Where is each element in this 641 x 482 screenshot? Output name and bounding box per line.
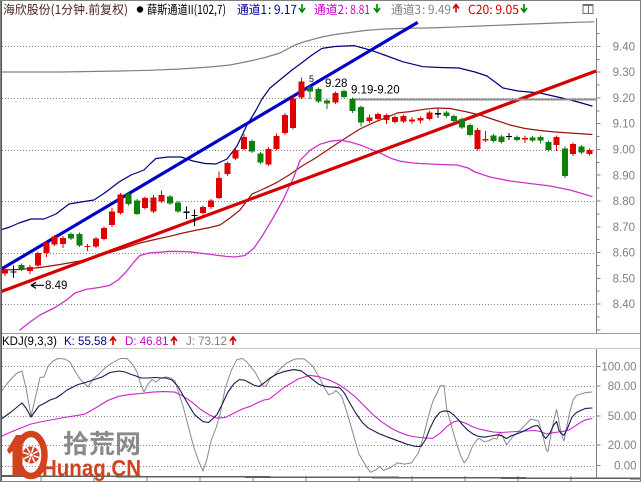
svg-text:8.60: 8.60 bbox=[613, 248, 635, 260]
svg-text:J: 73.12: J: 73.12 bbox=[186, 336, 227, 348]
svg-text:9.28: 9.28 bbox=[325, 78, 347, 90]
svg-text:8.40: 8.40 bbox=[613, 299, 635, 311]
svg-text:100.00: 100.00 bbox=[601, 362, 636, 374]
svg-text:D: 46.81: D: 46.81 bbox=[125, 336, 168, 348]
svg-text:8.49: 8.49 bbox=[45, 280, 67, 292]
svg-text:9.20: 9.20 bbox=[613, 93, 635, 105]
svg-text:0.00: 0.00 bbox=[614, 461, 636, 473]
svg-text:8.70: 8.70 bbox=[613, 222, 635, 234]
svg-text:K: 55.58: K: 55.58 bbox=[64, 336, 107, 348]
svg-text:9.00: 9.00 bbox=[613, 144, 635, 156]
svg-text:9.10: 9.10 bbox=[613, 119, 635, 131]
svg-text:50.00: 50.00 bbox=[608, 411, 637, 423]
svg-text:Hunag.CN: Hunag.CN bbox=[42, 455, 141, 481]
svg-text:KDJ(9,3,3): KDJ(9,3,3) bbox=[2, 336, 57, 348]
svg-text:8.90: 8.90 bbox=[613, 170, 635, 182]
svg-text:80.00: 80.00 bbox=[608, 381, 637, 393]
svg-text:5: 5 bbox=[309, 74, 314, 84]
svg-text:8.50: 8.50 bbox=[613, 273, 635, 285]
svg-text:9.19-9.20: 9.19-9.20 bbox=[351, 85, 400, 97]
svg-text:8.80: 8.80 bbox=[613, 196, 635, 208]
svg-text:9.30: 9.30 bbox=[613, 67, 635, 79]
svg-text:20.00: 20.00 bbox=[608, 440, 637, 452]
svg-text:9.40: 9.40 bbox=[613, 41, 635, 53]
